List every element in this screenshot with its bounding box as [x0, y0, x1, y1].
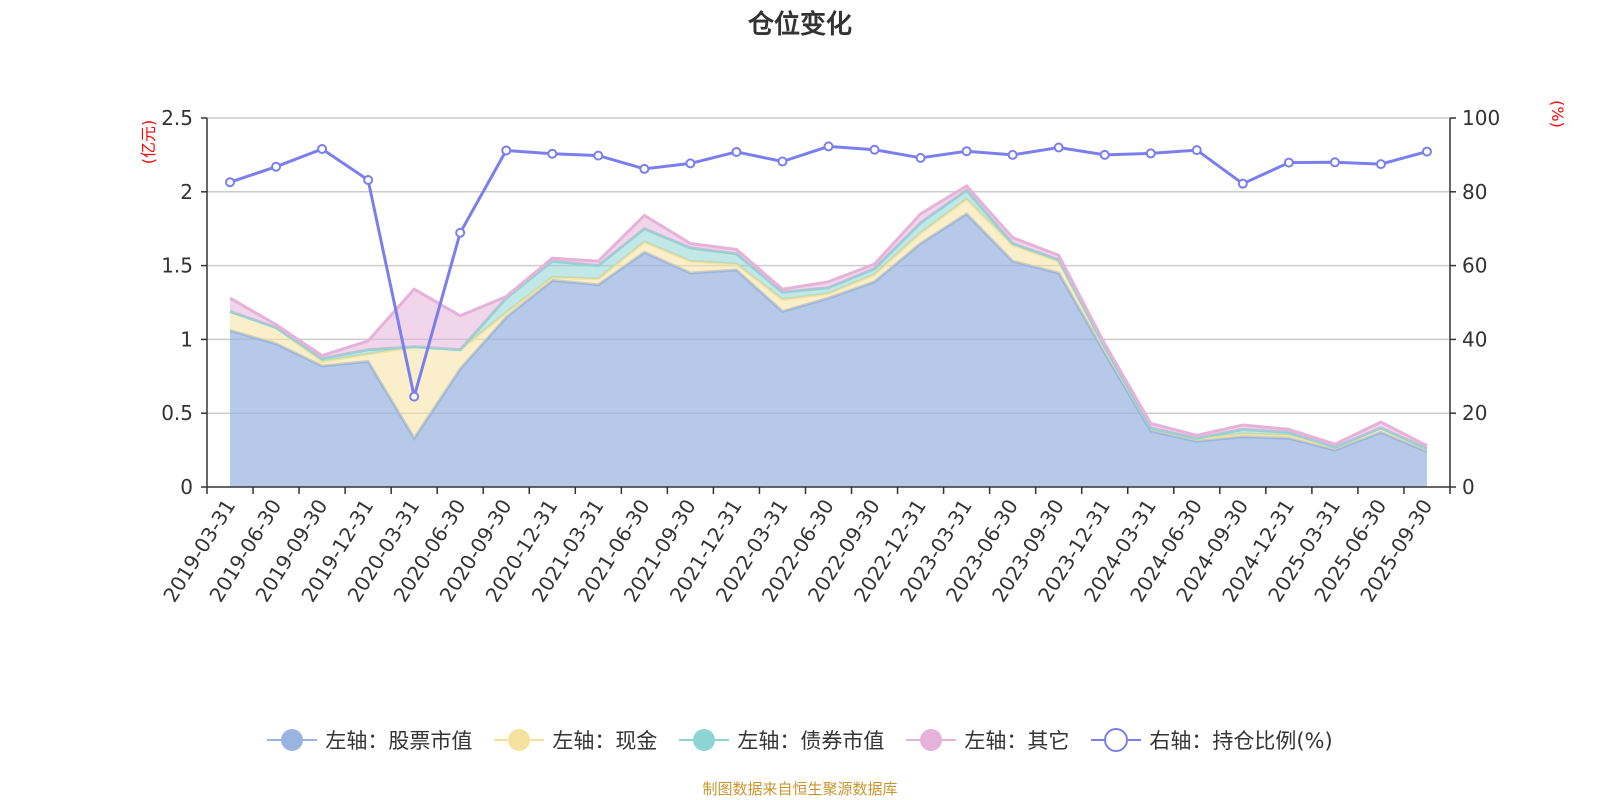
ratio-point [777, 156, 788, 167]
ratio-point [731, 146, 742, 157]
right-tick-label: 100 [1462, 106, 1500, 130]
right-tick-label: 60 [1462, 254, 1487, 278]
ratio-point [1007, 149, 1018, 160]
ratio-point [1191, 145, 1202, 156]
left-tick-label: 0 [180, 475, 193, 499]
left-tick-label: 2.5 [161, 106, 193, 130]
area-stock [230, 213, 1427, 487]
left-tick-label: 2 [180, 180, 193, 204]
legend: 左轴：股票市值 左轴：现金 左轴：债券市值 左轴：其它 右轴：持仓比例(%) [0, 724, 1600, 756]
data-source-note: 制图数据来自恒生聚源数据库 [702, 780, 898, 798]
ratio-point [409, 391, 420, 402]
ratio-point [639, 163, 650, 174]
ratio-point [1237, 178, 1248, 189]
ratio-point [1283, 157, 1294, 168]
ratio-point [363, 174, 374, 185]
ratio-point [1145, 148, 1156, 159]
legend-label: 左轴：股票市值 [325, 729, 473, 753]
legend-label: 右轴：持仓比例(%) [1149, 729, 1333, 753]
right-tick-label: 20 [1462, 401, 1487, 425]
ratio-point [823, 141, 834, 152]
ratio-point [1099, 149, 1110, 160]
ratio-line-series [225, 141, 1432, 402]
left-tick-label: 1.5 [161, 254, 193, 278]
legend-cash-icon [494, 729, 545, 751]
area-other [230, 185, 1427, 449]
legend-item-cash[interactable]: 左轴：现金 [494, 725, 657, 755]
legend-bond-icon [679, 729, 730, 751]
area-series [229, 183, 1428, 487]
legend-label: 左轴：债券市值 [737, 729, 885, 753]
ratio-point [547, 148, 558, 159]
right-tick-label: 0 [1462, 475, 1475, 499]
ratio-point [317, 143, 328, 154]
left-tick-label: 0.5 [161, 401, 193, 425]
legend-ratio-icon [1091, 728, 1142, 752]
legend-stock-icon [267, 729, 318, 751]
ratio-point [593, 150, 604, 161]
legend-item-other[interactable]: 左轴：其它 [906, 725, 1069, 755]
ratio-point [225, 177, 236, 188]
ratio-point [271, 161, 282, 172]
ratio-point [1329, 157, 1340, 168]
ratio-point [1421, 146, 1432, 157]
legend-item-bond[interactable]: 左轴：债券市值 [679, 725, 884, 755]
ratio-point [869, 144, 880, 155]
right-axis-unit: (%) [1548, 100, 1567, 128]
left-tick-label: 1 [180, 327, 193, 351]
right-tick-label: 80 [1462, 180, 1487, 204]
ratio-point [915, 152, 926, 163]
legend-item-stock[interactable]: 左轴：股票市值 [267, 725, 472, 755]
chart-title: 仓位变化 [747, 10, 852, 40]
legend-other-icon [906, 729, 957, 751]
ratio-point [685, 158, 696, 169]
ratio-point [1053, 142, 1064, 153]
legend-label: 左轴：其它 [964, 729, 1070, 753]
ratio-point [455, 227, 466, 238]
left-axis-unit: (亿元) [139, 120, 158, 165]
right-tick-label: 40 [1462, 327, 1487, 351]
ratio-point [1375, 159, 1386, 170]
legend-label: 左轴：现金 [552, 729, 658, 753]
legend-item-ratio[interactable]: 右轴：持仓比例(%) [1091, 725, 1333, 755]
area-edge-other [229, 183, 1428, 448]
ratio-point [961, 146, 972, 157]
ratio-point [501, 145, 512, 156]
